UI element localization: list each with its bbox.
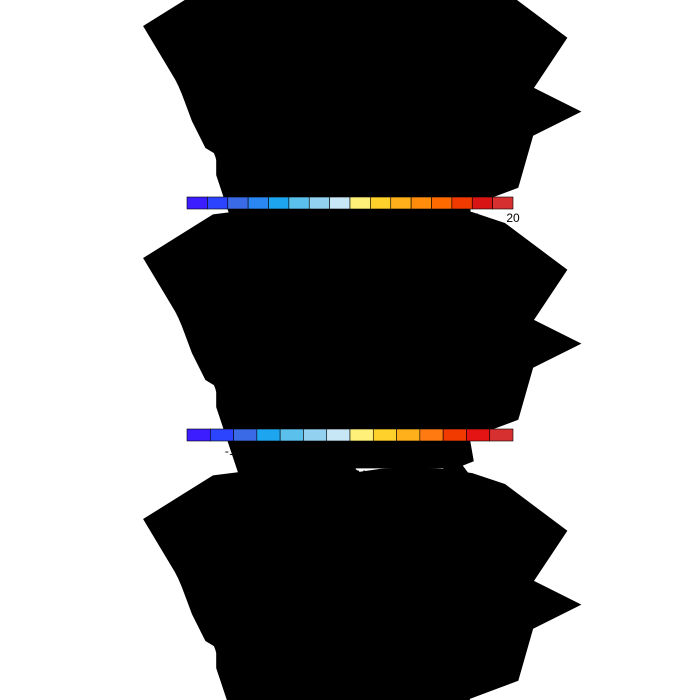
colorbar-tick-label: -16 [225, 444, 243, 458]
colorbar-swatch [268, 196, 290, 210]
colorbar-swatch [308, 196, 330, 210]
map-border [196, 21, 518, 183]
colorbar-swatch [329, 196, 351, 210]
colorbar-swatch [390, 196, 412, 210]
map-panel-3 [197, 515, 517, 675]
colorbar-1: -15 -10 -5 0 5 10 15 20 [186, 196, 520, 225]
colorbar-swatch [186, 428, 211, 442]
map-border [196, 514, 518, 676]
colorbar-swatch [370, 196, 392, 210]
colorbar-tick-label: 0 [347, 211, 354, 225]
colorbar-swatch [227, 196, 249, 210]
coastline [219, 257, 491, 412]
colorbar-tick-label: 15 [466, 211, 480, 225]
colorbar-tick-label: 0 [323, 444, 330, 458]
colorbar-tick-label: -5 [304, 211, 315, 225]
colorbar-swatch [349, 196, 371, 210]
colorbar-2: -16 -12 -8 -4 0 4 8 12 16 20 [186, 428, 514, 458]
colorbar-swatch [451, 196, 473, 210]
colorbar-swatch [186, 196, 208, 210]
colorbar-swatch [349, 428, 374, 442]
colorbar-swatch [431, 196, 453, 210]
colorbar-tick-label: -12 [248, 444, 266, 458]
coastline [219, 518, 491, 673]
colorbar-swatch [442, 428, 467, 442]
colorbar-tick-label: -4 [298, 444, 309, 458]
coastline [219, 25, 491, 180]
colorbar-swatch [372, 428, 397, 442]
colorbar-tick-label: 8 [370, 444, 377, 458]
colorbar-tick-label: 12 [390, 444, 404, 458]
colorbar-tick-label: 5 [387, 211, 394, 225]
colorbar-swatch [233, 428, 258, 442]
colorbar-swatch [279, 428, 304, 442]
map-panel-1 [197, 22, 517, 182]
colorbar-tick-label: 20 [436, 444, 450, 458]
colorbar-swatch [492, 196, 514, 210]
colorbar-swatch [256, 428, 281, 442]
colorbar-swatch [471, 196, 493, 210]
colorbar-swatch [209, 428, 234, 442]
colorbar-swatch [326, 428, 351, 442]
colorbar-swatch [410, 196, 432, 210]
colorbar-swatch [419, 428, 444, 442]
colorbar-swatch [396, 428, 421, 442]
colorbar-tick-label: 16 [413, 444, 427, 458]
map-border [196, 253, 518, 415]
colorbar-tick-label: -10 [260, 211, 278, 225]
colorbar-swatch [466, 428, 491, 442]
map-panel-2 [197, 254, 517, 414]
colorbar-swatch [303, 428, 328, 442]
colorbar-swatch [288, 196, 310, 210]
colorbar-tick-label: 10 [425, 211, 439, 225]
colorbar-swatch [207, 196, 229, 210]
colorbar-swatch [489, 428, 514, 442]
colorbar-tick-label: 20 [506, 211, 520, 225]
colorbar-tick-label: -8 [275, 444, 286, 458]
colorbar-tick-label: 4 [347, 444, 354, 458]
colorbar-tick-label: -15 [219, 211, 237, 225]
colorbar-swatch [247, 196, 269, 210]
